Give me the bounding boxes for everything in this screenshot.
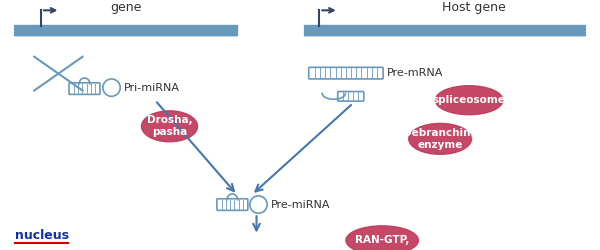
Circle shape [250,196,267,213]
Ellipse shape [409,124,472,154]
Circle shape [103,79,120,96]
Ellipse shape [346,226,418,250]
Text: Pre-mRNA: Pre-mRNA [387,68,443,78]
Text: Debranching
enzyme: Debranching enzyme [403,128,478,150]
Text: Host gene: Host gene [442,1,506,14]
Text: Pre-miRNA: Pre-miRNA [271,200,331,209]
Text: Pri-miRNA: Pri-miRNA [124,83,180,93]
Ellipse shape [436,86,503,115]
Ellipse shape [142,111,197,142]
Text: gene: gene [110,1,142,14]
FancyBboxPatch shape [14,25,238,36]
Text: RAN-GTP,: RAN-GTP, [355,235,409,245]
Text: nucleus: nucleus [15,229,69,242]
Text: spliceosome: spliceosome [433,95,506,105]
Text: Drosha,
pasha: Drosha, pasha [147,116,193,137]
FancyBboxPatch shape [304,25,586,36]
